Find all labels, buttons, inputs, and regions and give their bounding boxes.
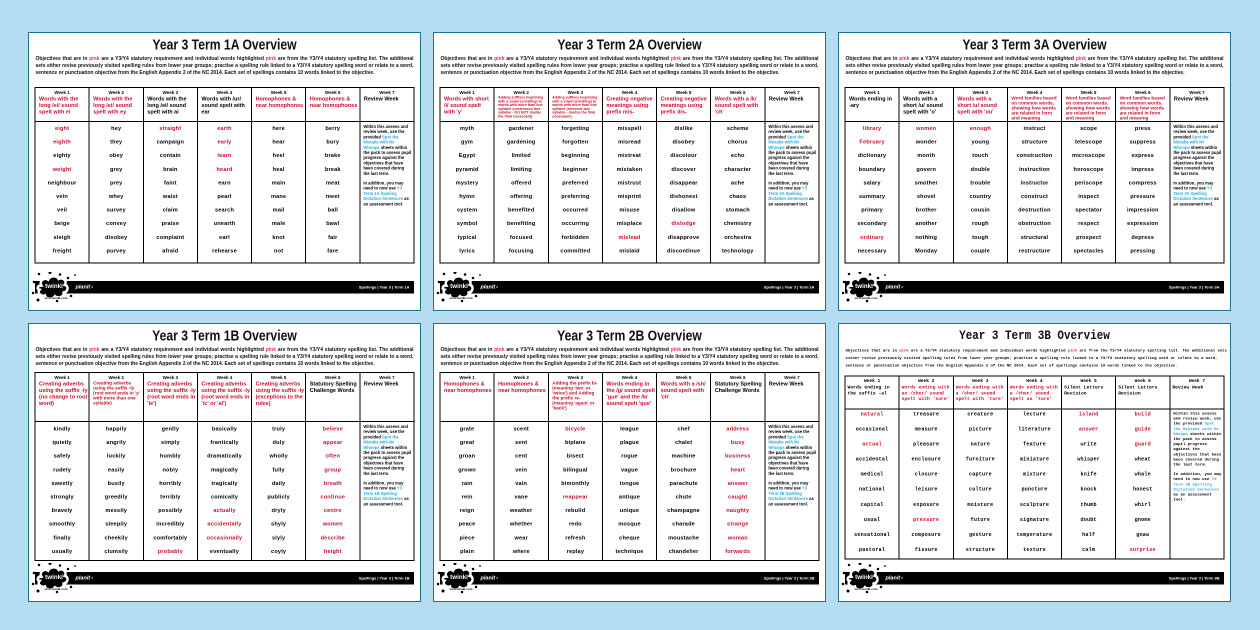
svg-text:twinkl: twinkl xyxy=(855,574,873,581)
svg-text:twinkl: twinkl xyxy=(45,283,63,290)
svg-text:visit twinkl.com: visit twinkl.com xyxy=(44,587,67,591)
svg-text:visit twinkl.com: visit twinkl.com xyxy=(449,587,472,591)
svg-text:visit twinkl.com: visit twinkl.com xyxy=(449,296,472,300)
svg-text:twinkl: twinkl xyxy=(45,574,63,581)
svg-text:visit twinkl.com: visit twinkl.com xyxy=(854,296,877,300)
svg-text:twinkl: twinkl xyxy=(450,283,468,290)
svg-text:twinkl: twinkl xyxy=(450,574,468,581)
svg-text:twinkl: twinkl xyxy=(855,283,873,290)
svg-text:visit twinkl.com: visit twinkl.com xyxy=(854,587,877,591)
svg-text:visit twinkl.com: visit twinkl.com xyxy=(44,296,67,300)
